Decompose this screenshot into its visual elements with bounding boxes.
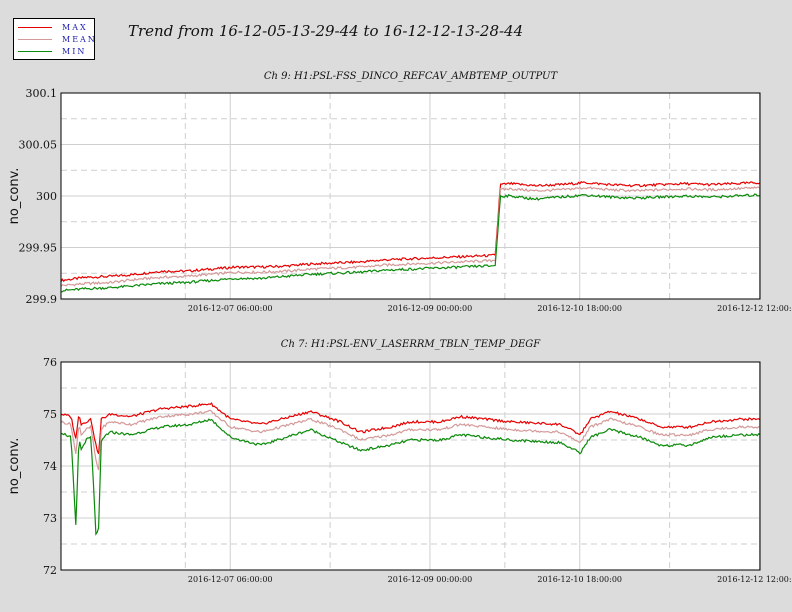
- x-tick-label: 2016-12-09 00:00:00: [388, 575, 473, 584]
- y-tick-label: 72: [43, 564, 57, 577]
- legend-swatch-max: [18, 27, 52, 28]
- legend-item-max: MAX: [18, 22, 92, 34]
- panel-title: Ch 7: H1:PSL-ENV_LASERRM_TBLN_TEMP_DEGF: [281, 339, 541, 350]
- series-line-mean: [60, 186, 761, 287]
- series-line-mean: [60, 409, 761, 471]
- y-tick-label: 300: [36, 190, 57, 203]
- legend-label-min: MIN: [62, 47, 87, 56]
- series-line-max: [60, 181, 761, 283]
- y-tick-label: 299.95: [19, 242, 58, 255]
- chart-panel-ch9: Ch 9: H1:PSL-FSS_DINCO_REFCAV_AMBTEMP_OU…: [7, 71, 792, 313]
- plot-frame: [60, 92, 761, 300]
- y-tick-label: 75: [43, 408, 57, 421]
- series-line-min: [60, 418, 761, 536]
- legend-label-mean: MEAN: [62, 35, 97, 44]
- y-tick-label: 300.05: [19, 139, 58, 152]
- x-tick-label: 2016-12-07 06:00:00: [188, 575, 273, 584]
- y-axis-label: no_conv.: [7, 438, 22, 495]
- x-tick-label: 2016-12-12 12:00:00: [717, 575, 792, 584]
- legend-item-mean: MEAN: [18, 34, 95, 46]
- y-tick-label: 74: [43, 460, 57, 473]
- plot-frame: [60, 361, 761, 571]
- series-line-min: [60, 193, 761, 293]
- legend-swatch-mean: [18, 39, 52, 40]
- legend-item-min: MIN: [18, 46, 92, 58]
- y-tick-label: 300.1: [26, 87, 58, 100]
- x-tick-label: 2016-12-09 00:00:00: [388, 304, 473, 313]
- x-tick-label: 2016-12-12 12:00:00: [717, 304, 792, 313]
- page-title: Trend from 16-12-05-13-29-44 to 16-12-12…: [128, 22, 524, 40]
- panel-title: Ch 9: H1:PSL-FSS_DINCO_REFCAV_AMBTEMP_OU…: [264, 71, 559, 82]
- x-tick-label: 2016-12-10 18:00:00: [537, 304, 622, 313]
- legend-label-max: MAX: [62, 23, 88, 32]
- y-tick-label: 73: [43, 512, 57, 525]
- y-axis-label: no_conv.: [7, 168, 22, 225]
- series-line-max: [60, 402, 761, 455]
- x-tick-label: 2016-12-10 18:00:00: [537, 575, 622, 584]
- x-tick-label: 2016-12-07 06:00:00: [188, 304, 273, 313]
- y-tick-label: 299.9: [26, 293, 58, 306]
- y-tick-label: 76: [43, 356, 57, 369]
- legend: MAX MEAN MIN: [13, 18, 95, 60]
- legend-swatch-min: [18, 51, 52, 52]
- chart-panel-ch7: Ch 7: H1:PSL-ENV_LASERRM_TBLN_TEMP_DEGF 7…: [7, 339, 792, 584]
